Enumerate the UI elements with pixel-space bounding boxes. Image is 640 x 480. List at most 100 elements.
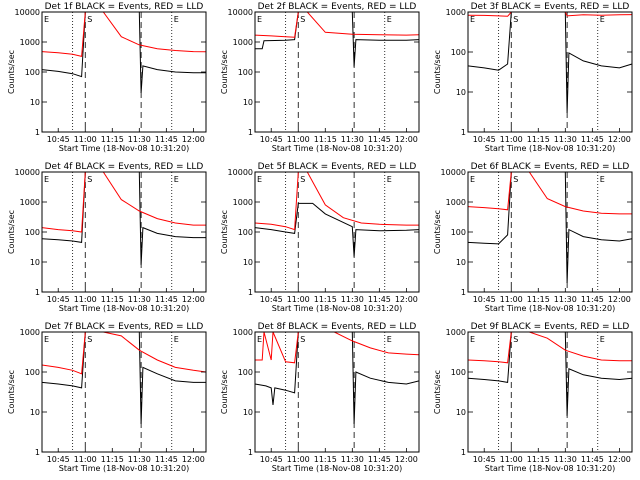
y-tick-label: 1000 [20,198,40,207]
x-axis-label: Start Time (18-Nov-08 10:31:20) [485,144,615,153]
series-line-lld [41,11,207,58]
y-tick-label: 10000 [441,168,466,177]
y-tick-label: 100 [238,368,253,377]
y-tick-label: 10 [30,258,40,267]
y-axis-label: Counts/sec [220,50,229,94]
series-line-events [254,331,420,425]
y-tick-label: 100 [25,368,40,377]
detector-panel-5: Det 5f BLACK = Events, RED = LLD E S E 1 10 10… [220,162,420,313]
y-tick-label: 100 [451,228,466,237]
x-tick-label: 11:00 [287,455,310,464]
x-tick-label: 11:00 [74,455,97,464]
x-tick-label: 12:00 [182,455,205,464]
x-tick-label: 11:45 [368,455,391,464]
x-tick-label: 11:30 [128,455,151,464]
y-tick-label: 1000 [446,8,466,17]
y-axis-label: Counts/sec [220,370,229,414]
y-tick-label: 100 [238,228,253,237]
time-marker-label: S [300,15,305,24]
time-marker-label: E [470,175,475,184]
detector-panel-6: Det 6f BLACK = Events, RED = LLD E S E 1 10 10… [433,162,633,313]
y-tick-label: 10000 [15,8,40,17]
x-tick-label: 10:45 [473,135,496,144]
x-tick-label: 11:30 [128,295,151,304]
series-line-lld [41,331,207,375]
x-tick-label: 11:00 [500,135,523,144]
panel-title: Det 3f BLACK = Events, RED = LLD [471,2,630,12]
y-tick-label: 1 [461,288,466,297]
plot-frame [467,171,633,293]
y-tick-label: 1000 [20,38,40,47]
y-tick-label: 10 [243,258,253,267]
x-tick-label: 10:45 [260,455,283,464]
x-tick-label: 11:15 [101,455,124,464]
series-line-events [254,202,420,257]
y-tick-label: 10000 [228,8,253,17]
x-tick-label: 11:45 [155,135,178,144]
x-tick-label: 11:15 [527,135,550,144]
time-marker-label: E [174,335,179,344]
time-marker-label: E [174,15,179,24]
detector-panel-9: Det 9f BLACK = Events, RED = LLD E S E 1 10 10… [433,322,633,473]
y-tick-label: 1 [35,448,40,457]
time-marker-label: S [300,175,305,184]
x-tick-label: 11:30 [341,455,364,464]
x-axis-label: Start Time (18-Nov-08 10:31:20) [272,144,402,153]
x-tick-label: 11:00 [500,455,523,464]
series-line-events [41,11,206,94]
time-marker-label: E [387,335,392,344]
x-tick-label: 11:30 [341,295,364,304]
x-tick-label: 11:00 [287,135,310,144]
y-tick-label: 1 [461,448,466,457]
plot-frame [254,171,420,293]
y-tick-label: 100 [238,68,253,77]
series-line-lld [467,171,632,215]
y-axis-label: Counts/sec [220,210,229,254]
x-tick-label: 12:00 [182,135,205,144]
x-tick-label: 10:45 [473,295,496,304]
x-axis-label: Start Time (18-Nov-08 10:31:20) [59,144,189,153]
plot-frame [467,331,633,453]
y-tick-label: 1000 [20,328,40,337]
plot-frame [41,171,207,293]
time-marker-label: S [87,335,92,344]
detector-panel-4: Det 4f BLACK = Events, RED = LLD E S E 1 10 10… [7,162,207,313]
x-tick-label: 11:45 [581,135,604,144]
series-line-events [467,11,633,113]
x-tick-label: 11:30 [128,135,151,144]
x-axis-label: Start Time (18-Nov-08 10:31:20) [59,464,189,473]
series-line-events [255,11,420,67]
y-tick-label: 10 [30,408,40,417]
plot-frame [41,331,207,453]
time-marker-label: E [257,15,262,24]
y-tick-label: 10 [456,88,466,97]
y-tick-label: 1 [248,448,253,457]
y-axis-label: Counts/sec [433,50,442,94]
time-marker-label: S [87,175,92,184]
x-tick-label: 12:00 [395,135,418,144]
panel-title: Det 4f BLACK = Events, RED = LLD [45,162,204,172]
panel-title: Det 9f BLACK = Events, RED = LLD [471,322,630,332]
y-tick-label: 1 [248,128,253,137]
x-tick-label: 11:15 [314,135,337,144]
series-line-lld [254,171,419,231]
x-axis-label: Start Time (18-Nov-08 10:31:20) [272,304,402,313]
detector-panel-3: Det 3f BLACK = Events, RED = LLD E S E 1 10 10… [433,2,633,153]
x-tick-label: 10:45 [47,295,70,304]
y-tick-label: 10 [243,408,253,417]
y-axis-label: Counts/sec [7,50,16,94]
series-line-lld [255,331,420,364]
y-axis-label: Counts/sec [7,370,16,414]
y-tick-label: 1000 [233,328,253,337]
x-axis-label: Start Time (18-Nov-08 10:31:20) [59,304,189,313]
y-tick-label: 1 [248,288,253,297]
time-marker-label: E [387,175,392,184]
series-line-lld [254,11,420,38]
time-marker-label: E [44,15,49,24]
time-marker-label: S [513,175,518,184]
x-tick-label: 11:30 [341,135,364,144]
x-tick-label: 12:00 [395,455,418,464]
x-tick-label: 10:45 [47,135,70,144]
x-tick-label: 10:45 [260,295,283,304]
